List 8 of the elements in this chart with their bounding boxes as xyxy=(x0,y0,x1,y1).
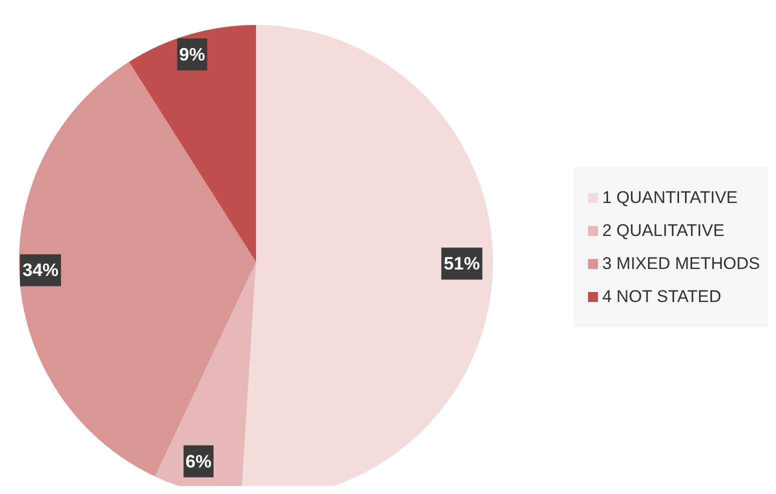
legend-label: 3 MIXED METHODS xyxy=(602,254,760,274)
data-label: 34% xyxy=(22,260,58,280)
data-label: 51% xyxy=(444,254,480,274)
legend-label: 4 NOT STATED xyxy=(602,286,722,306)
data-label: 9% xyxy=(179,44,206,64)
legend-label: 2 QUALITATIVE xyxy=(602,220,724,240)
legend-label: 1 QUANTITATIVE xyxy=(602,188,738,208)
data-label: 6% xyxy=(186,451,212,472)
